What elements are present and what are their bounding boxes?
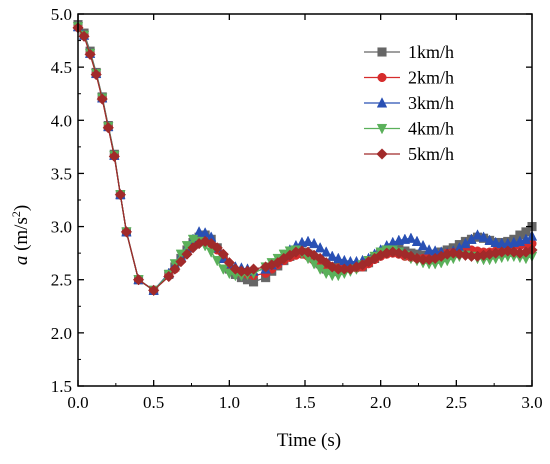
legend-label: 2km/h: [408, 68, 454, 88]
data-point: [132, 274, 145, 286]
x-axis-title: Time (s): [277, 430, 341, 451]
data-point: [212, 256, 223, 267]
y-tick-label: 2.5: [51, 271, 72, 290]
x-tick-label: 0.0: [67, 393, 88, 412]
data-point: [302, 235, 314, 247]
x-tick-label: 1.0: [219, 393, 240, 412]
y-tick-label: 1.5: [51, 377, 72, 396]
data-point: [217, 248, 229, 260]
data-point: [148, 284, 160, 296]
data-point: [417, 239, 429, 251]
data-point: [169, 263, 181, 275]
data-point: [102, 122, 114, 134]
legend-swatch-marker: [377, 47, 387, 57]
data-point: [90, 68, 102, 81]
legend-entry: 4km/h: [364, 119, 454, 139]
data-point: [96, 93, 108, 105]
data-point: [326, 261, 338, 273]
axes: 0.0 0.5 1.0 1.5 2.0 2.5 3.0 1.5 2.0 2.5 3.0 3.5 4.0 4…: [51, 5, 543, 412]
data-point: [181, 248, 193, 260]
y-axis-title-symbol: a: [11, 256, 32, 266]
data-point: [199, 235, 211, 248]
legend-label: 1km/h: [408, 42, 454, 62]
data-point: [333, 252, 344, 264]
data-point: [78, 30, 90, 42]
data-point: [405, 232, 417, 243]
plot-frame: [77, 13, 533, 387]
y-tick-label: 3.5: [51, 164, 72, 183]
data-point: [327, 250, 338, 261]
y-tick-label: 2.0: [51, 324, 72, 343]
x-tick-label: 3.0: [521, 393, 542, 412]
data-point: [120, 226, 133, 238]
legend-swatch-marker: [376, 97, 388, 108]
legend-swatch-marker: [376, 148, 388, 160]
x-tick-label: 1.5: [294, 393, 315, 412]
data-point: [314, 241, 326, 253]
y-axis-title-unit: (m/s: [11, 217, 32, 251]
legend-entry: 1km/h: [364, 42, 454, 62]
data-point: [108, 150, 120, 163]
data-point: [247, 263, 260, 275]
data-point: [405, 250, 417, 262]
y-axis-title-exponent: 2: [9, 211, 23, 217]
legend-entry: 3km/h: [364, 93, 454, 113]
data-point: [163, 270, 175, 283]
y-tick-label: 3.0: [51, 218, 72, 237]
data-point: [302, 246, 314, 258]
series-5km-h: [72, 22, 538, 296]
legend-label: 3km/h: [408, 93, 454, 113]
data-point: [478, 231, 489, 242]
y-axis-title-close: ): [11, 205, 32, 211]
data-point: [320, 257, 332, 269]
data-point: [308, 237, 320, 249]
legend-label: 4km/h: [408, 119, 454, 139]
legend-swatch-marker: [377, 72, 387, 83]
legend-entry: 5km/h: [364, 144, 454, 164]
data-point: [490, 236, 501, 248]
y-axis-title: a (m/s2): [9, 205, 32, 265]
x-tick-label: 2.0: [370, 393, 391, 412]
data-point: [114, 189, 127, 201]
data-point: [484, 234, 495, 245]
data-point: [175, 255, 187, 268]
legend-label: 5km/h: [408, 144, 454, 164]
x-tick-label: 0.5: [143, 393, 164, 412]
data-point: [411, 235, 423, 247]
y-tick-label: 4.5: [51, 58, 72, 77]
data-point: [211, 242, 223, 254]
x-tick-label: 2.5: [446, 393, 467, 412]
data-point: [472, 229, 483, 240]
data-point: [308, 249, 320, 261]
data-point: [320, 246, 332, 257]
legend-entry: 2km/h: [364, 68, 454, 88]
y-tick-label: 5.0: [51, 5, 72, 24]
data-point: [193, 226, 205, 237]
data-point: [223, 257, 235, 269]
legend-swatch-marker: [376, 123, 388, 135]
legend: 1km/h 2km/h 3km/h 4km/h 5km/h: [364, 42, 454, 164]
data-point: [84, 48, 96, 61]
series-layer: [72, 20, 538, 297]
y-tick-label: 4.0: [51, 111, 72, 130]
